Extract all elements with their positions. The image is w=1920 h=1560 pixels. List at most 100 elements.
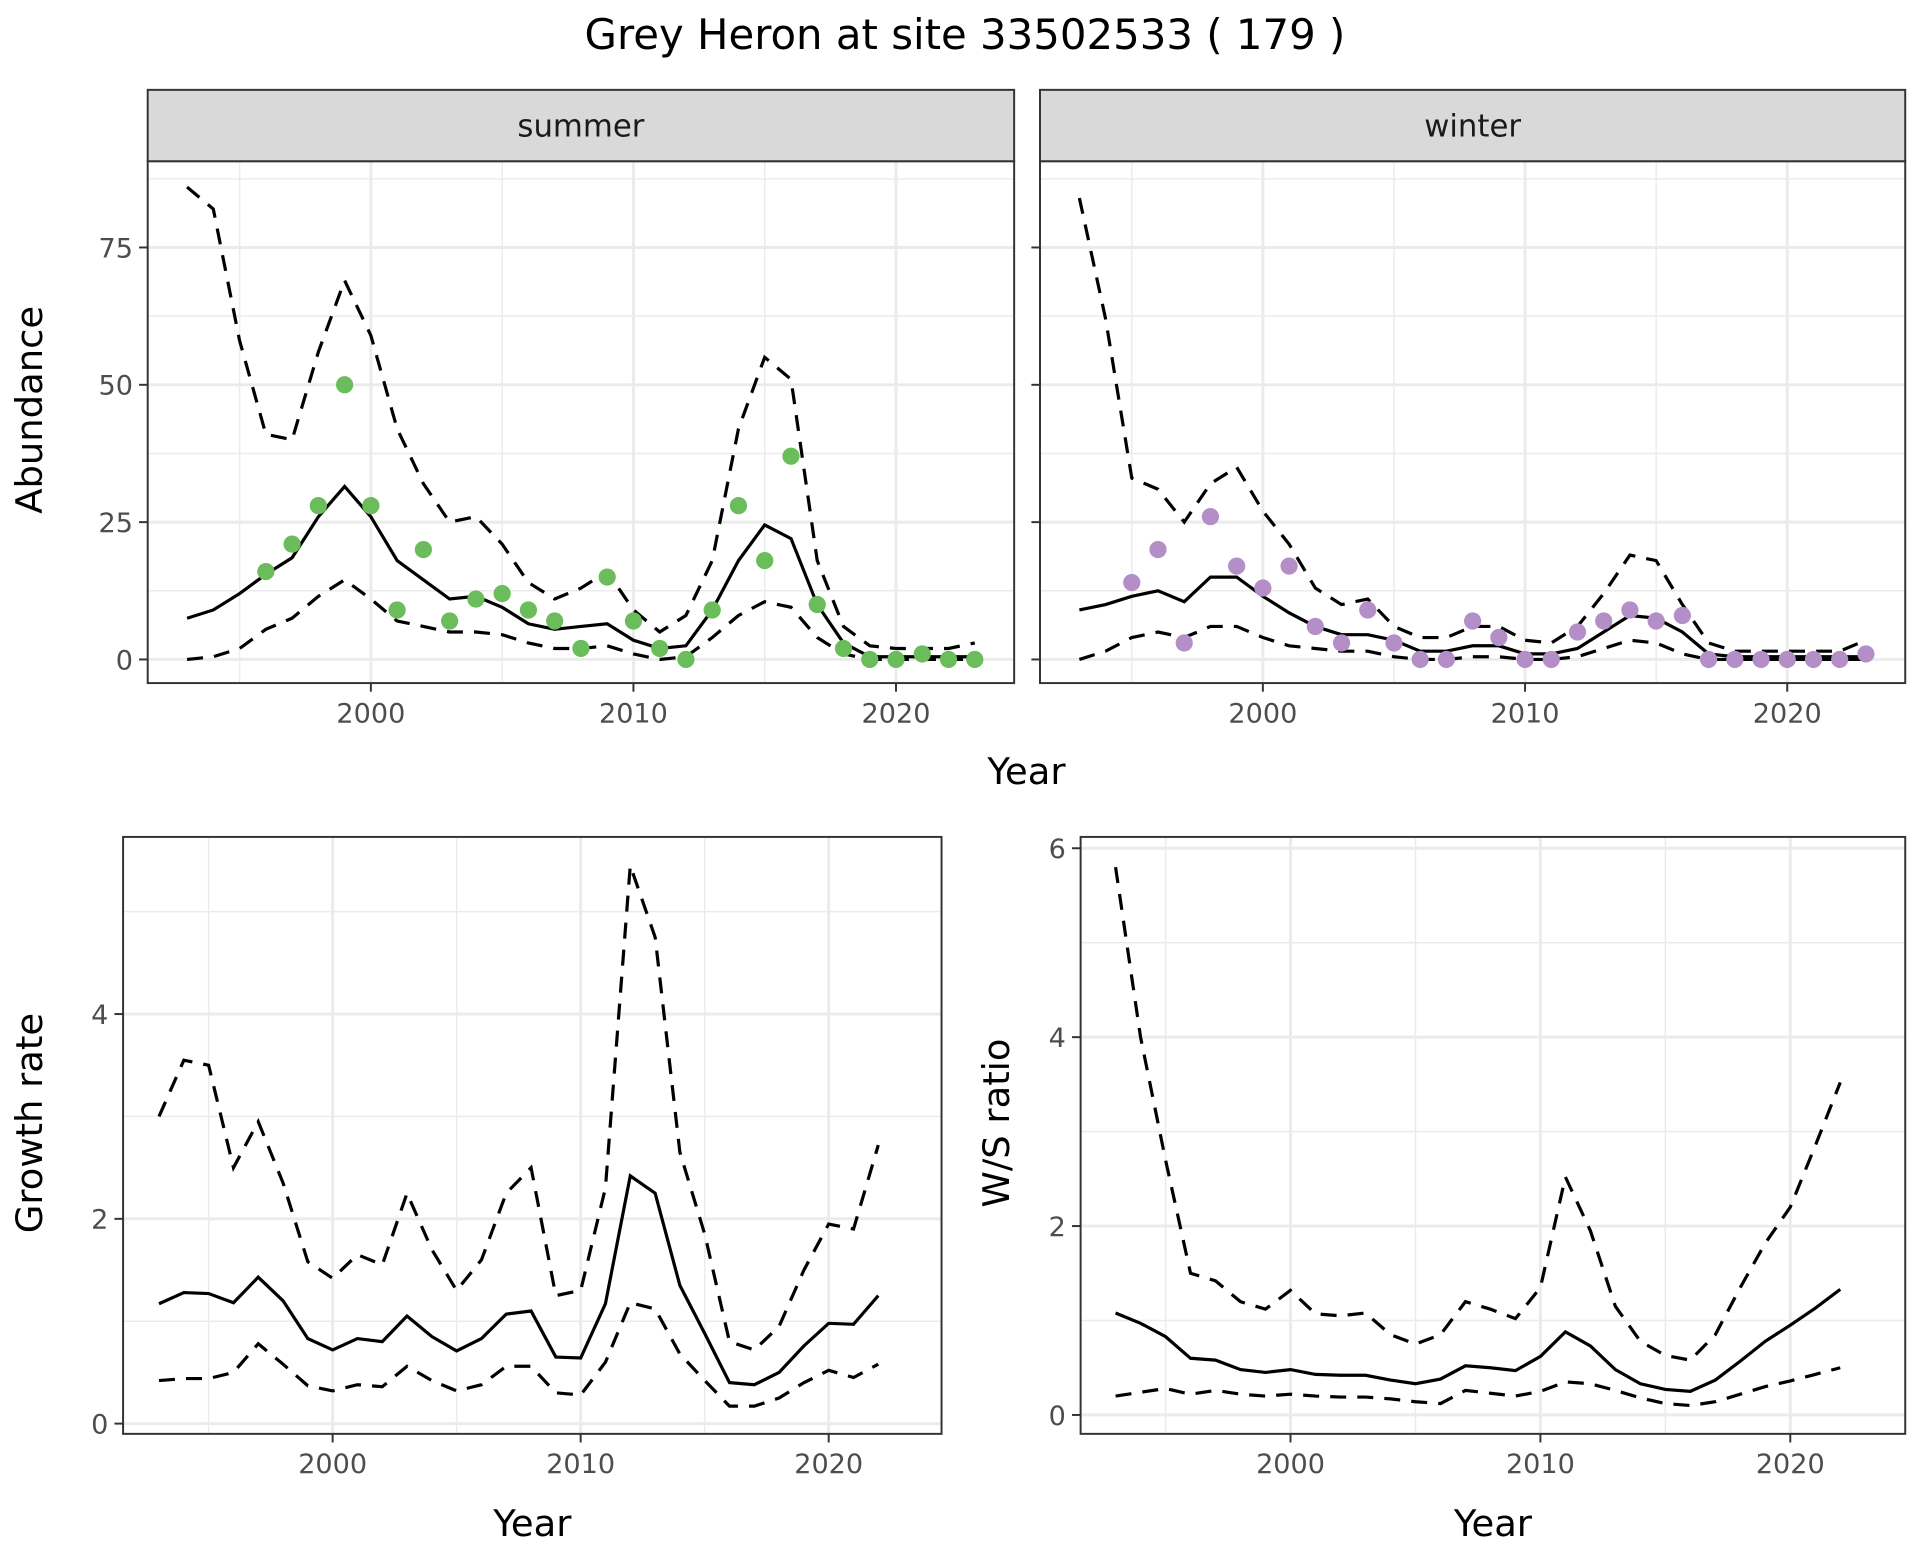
upper-bound-line (157, 865, 880, 1352)
y-tick-label: 25 (98, 508, 132, 539)
data-point (703, 601, 721, 619)
panel-winter: winter 2000 2010 2020 (1031, 88, 1907, 729)
data-point (1778, 650, 1796, 669)
data-point (493, 584, 511, 603)
data-point (1726, 650, 1744, 669)
y-tick-label: 6 (1049, 834, 1066, 865)
data-point (913, 645, 931, 663)
data-point (336, 376, 354, 394)
x-axis-title: Year (492, 1502, 572, 1545)
x-tick-label: 2000 (336, 698, 405, 729)
data-point (414, 540, 432, 559)
facet-strip-label: summer (517, 109, 644, 145)
panel-border (1079, 835, 1907, 1435)
x-tick-label: 2000 (1256, 1449, 1325, 1480)
x-tick-label: 2010 (599, 698, 668, 729)
y-tick-label: 0 (116, 645, 133, 676)
data-point (1752, 650, 1770, 669)
mean-line (1114, 1288, 1842, 1394)
data-point (1831, 650, 1849, 669)
data-point (441, 612, 459, 630)
mean-line (158, 1173, 880, 1387)
data-point (598, 568, 616, 586)
lower-bound-line (158, 1300, 880, 1408)
y-tick-label: 75 (98, 233, 132, 264)
y-axis-title: Abundance (8, 306, 51, 514)
facet-strip-label: winter (1424, 109, 1521, 145)
data-point (1201, 508, 1220, 526)
data-point (861, 650, 879, 669)
data-point (1385, 634, 1403, 652)
y-tick-label: 50 (98, 371, 132, 402)
panel-ratio: 2000 2010 2020 0 2 4 6 Year W/S ratio (975, 834, 1907, 1545)
data-point (1437, 650, 1456, 669)
data-point (1568, 623, 1587, 641)
x-tick-label: 2000 (298, 1449, 367, 1480)
data-point (1857, 645, 1875, 663)
x-tick-label: 2010 (1506, 1449, 1575, 1480)
data-point (1280, 557, 1298, 575)
data-point (651, 639, 669, 658)
data-point (756, 551, 774, 570)
data-point (834, 639, 853, 658)
plot-area (147, 161, 1015, 684)
y-tick-label: 2 (91, 1205, 108, 1236)
y-tick-label: 4 (1049, 1023, 1066, 1054)
data-point (1621, 601, 1639, 619)
data-point (887, 650, 905, 669)
x-tick-label: 2020 (794, 1449, 863, 1480)
y-tick-label: 2 (1049, 1212, 1066, 1243)
facet-strip (146, 88, 1016, 163)
data-point (782, 447, 800, 465)
data-point (1175, 634, 1193, 652)
data-point (1699, 650, 1718, 669)
shared-x-axis-title: Year (986, 750, 1066, 793)
panel-border (122, 835, 943, 1435)
upper-bound-line (186, 185, 976, 651)
x-tick-label: 2020 (1756, 1449, 1825, 1480)
x-tick-label: 2000 (1228, 698, 1297, 729)
data-point (624, 612, 643, 630)
data-point (1228, 557, 1246, 575)
y-axis-title: W/S ratio (975, 1038, 1018, 1207)
y-tick-label: 0 (91, 1409, 108, 1440)
data-point (1306, 617, 1324, 636)
data-point (519, 601, 538, 619)
panel-growth: 2000 2010 2020 0 2 4 Year Growth rate (8, 835, 943, 1545)
data-point (1595, 612, 1613, 630)
data-point (677, 650, 695, 669)
data-point (283, 535, 301, 553)
data-point (1673, 606, 1691, 625)
data-point (1647, 612, 1665, 630)
data-point (1123, 573, 1141, 592)
upper-bound-line (1113, 866, 1842, 1362)
x-tick-label: 2020 (862, 698, 931, 729)
data-point (939, 650, 958, 669)
data-point (257, 562, 275, 581)
data-point (1464, 612, 1482, 630)
plot-area (1040, 161, 1906, 684)
figure-title: Grey Heron at site 33502533 ( 179 ) (585, 10, 1346, 59)
data-point (729, 497, 748, 515)
data-point (546, 612, 564, 630)
data-point (1332, 634, 1351, 652)
data-point (572, 639, 590, 658)
data-point (1254, 579, 1272, 597)
plot-area (1080, 836, 1906, 1434)
y-tick-label: 0 (1049, 1401, 1066, 1432)
data-point (1542, 650, 1560, 669)
data-point (966, 650, 984, 669)
lower-bound-line (1078, 624, 1866, 662)
data-point (388, 601, 406, 619)
y-axis-title: Growth rate (8, 1013, 51, 1233)
y-tick-label: 4 (91, 1000, 108, 1031)
data-point (467, 590, 485, 608)
plot-area (123, 836, 942, 1434)
data-point (362, 497, 380, 515)
x-axis-title: Year (1453, 1502, 1533, 1545)
x-tick-label: 2010 (546, 1449, 615, 1480)
data-point (1149, 540, 1167, 559)
facet-strip (1039, 88, 1907, 163)
data-point (808, 595, 826, 614)
